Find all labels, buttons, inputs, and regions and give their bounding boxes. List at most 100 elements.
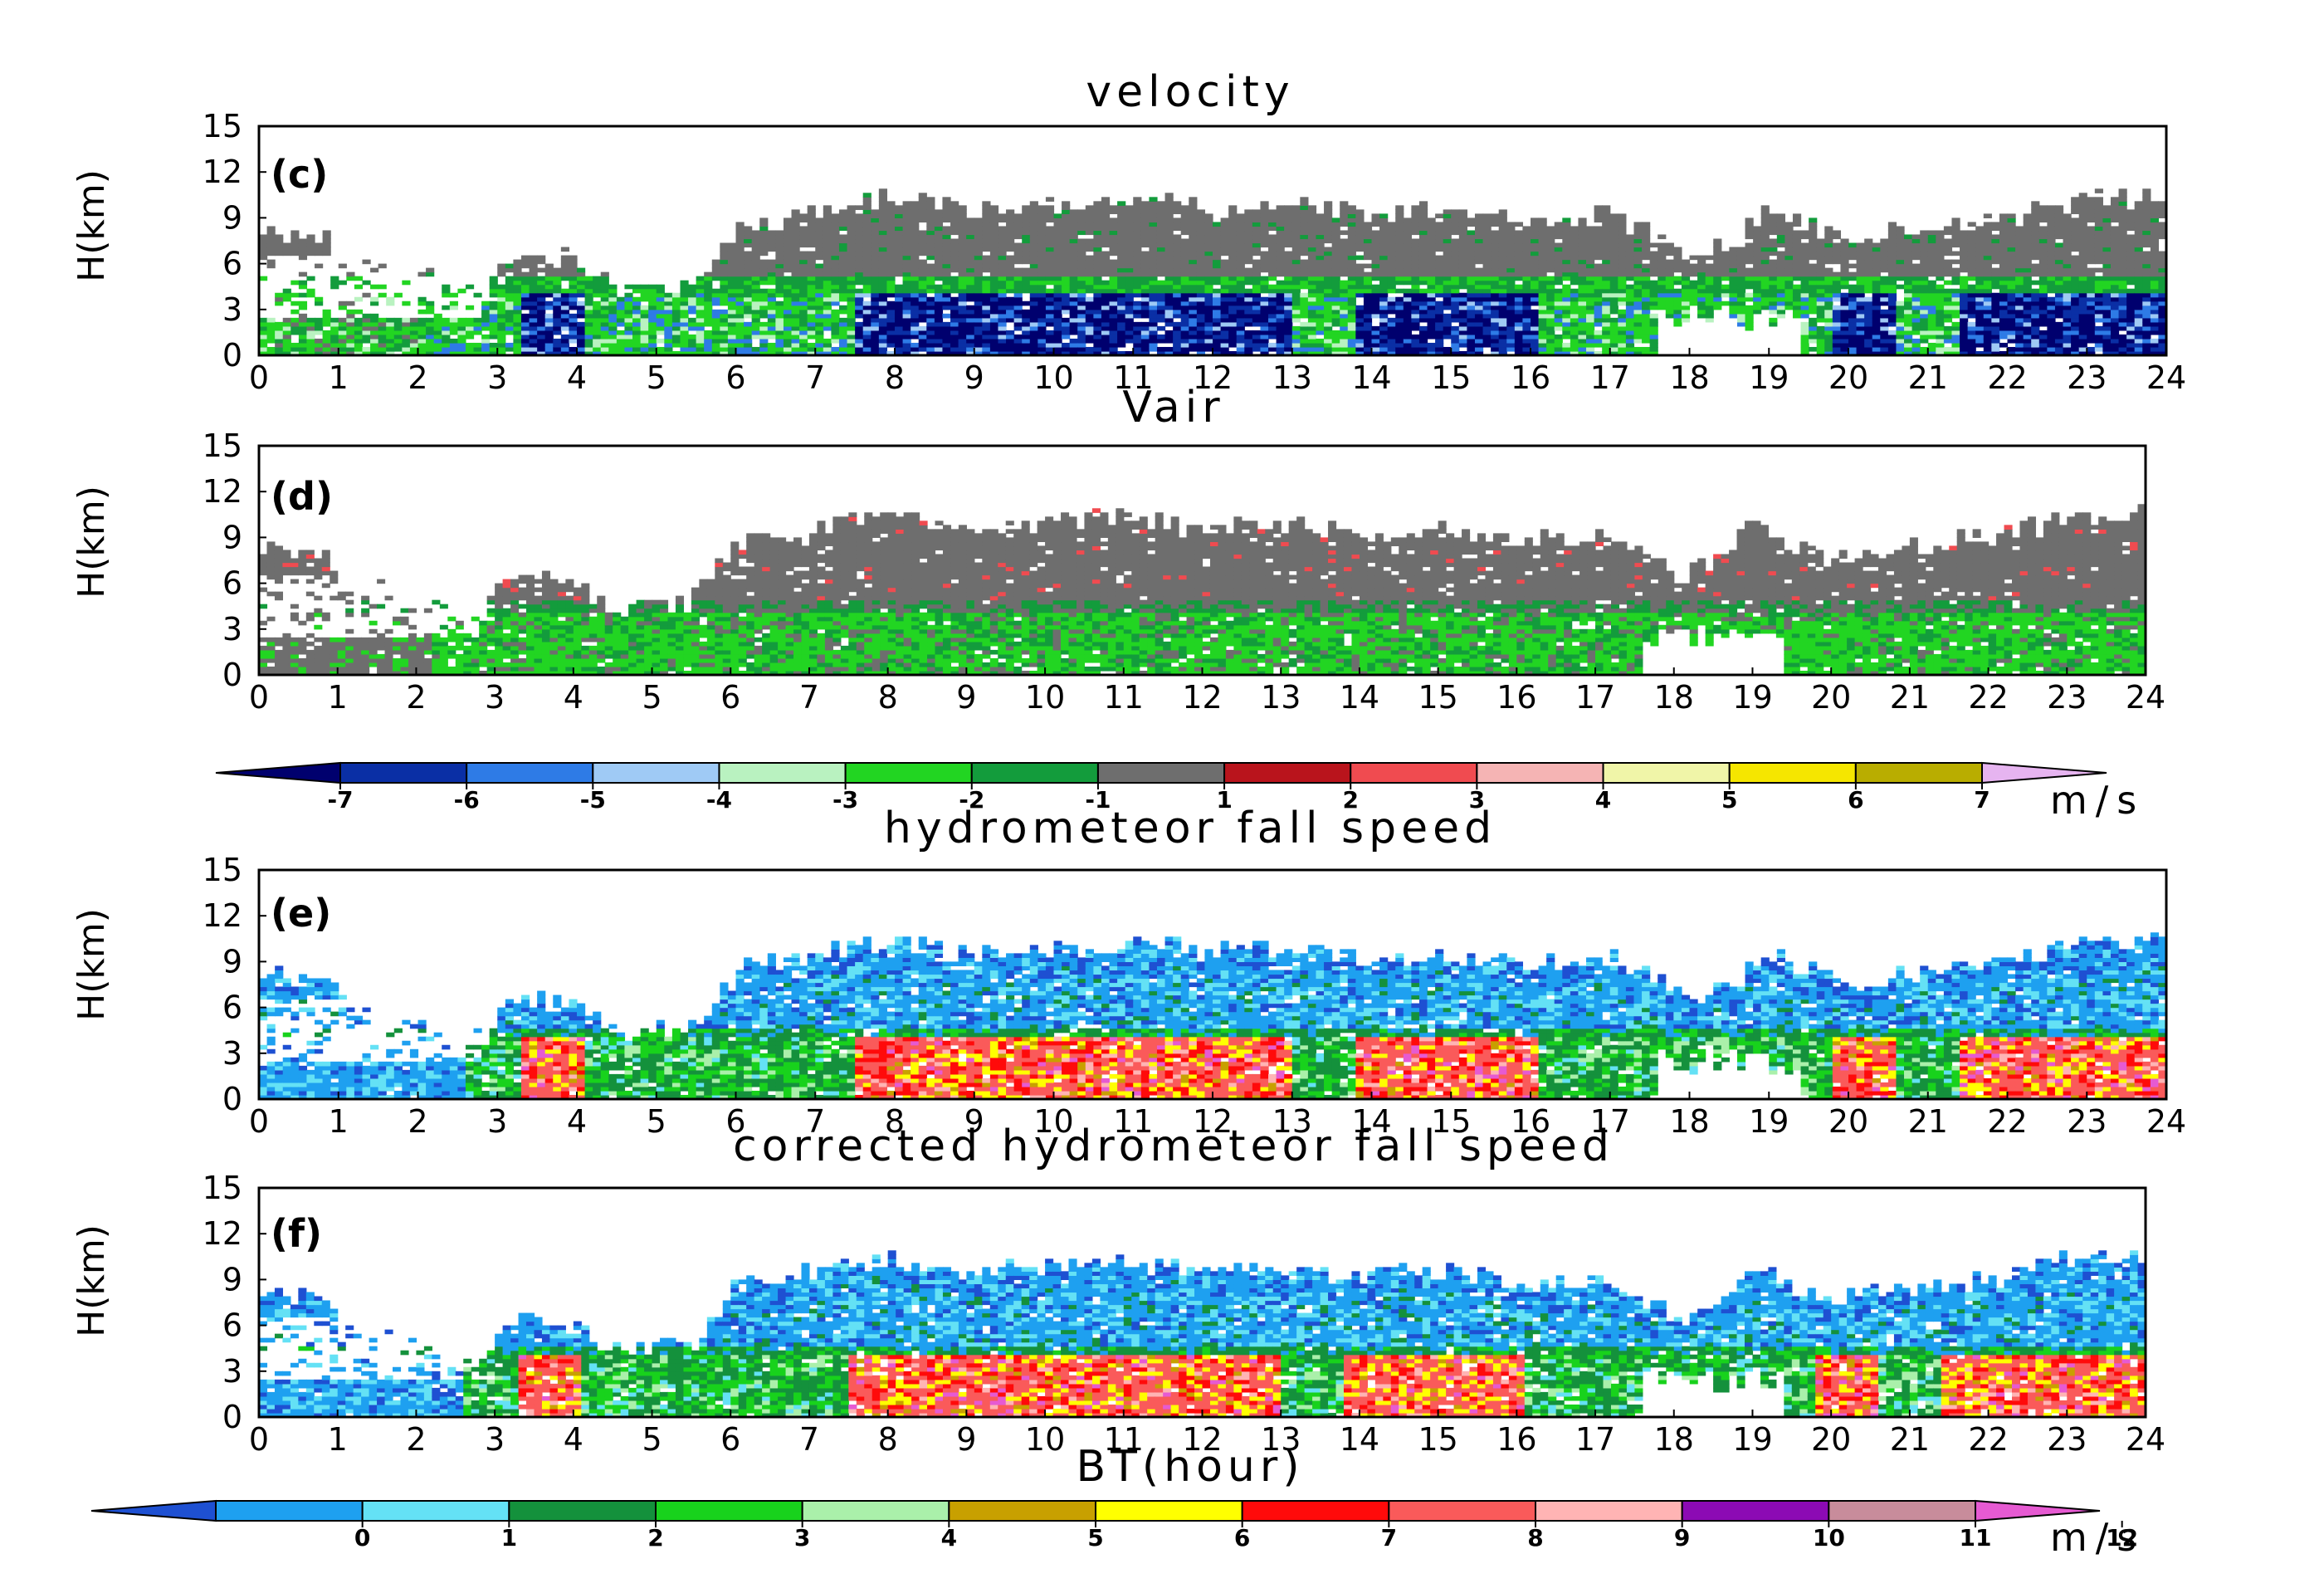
data-cell (1038, 222, 1047, 227)
data-cell (1618, 292, 1627, 298)
data-cell (823, 346, 832, 352)
data-cell (1458, 209, 1467, 214)
data-cell (918, 334, 927, 340)
data-cell (1340, 313, 1349, 319)
data-cell (1117, 342, 1126, 348)
data-cell (1180, 247, 1189, 252)
data-cell (823, 255, 832, 261)
data-cell (902, 338, 911, 344)
data-cell (1062, 234, 1071, 240)
data-cell (759, 342, 769, 348)
data-cell (656, 284, 665, 290)
data-cell (1395, 330, 1404, 335)
data-cell (871, 292, 880, 298)
data-cell (544, 317, 554, 323)
data-cell (1586, 271, 1595, 277)
data-cell (998, 313, 1007, 319)
data-cell (823, 325, 832, 331)
data-cell (259, 321, 268, 327)
data-cell (1164, 230, 1174, 236)
data-cell (1029, 259, 1038, 265)
data-cell (1236, 334, 1245, 340)
data-cell (489, 325, 498, 331)
data-cell (1173, 330, 1182, 335)
data-cell (895, 292, 904, 298)
data-cell (711, 313, 720, 319)
data-cell (632, 309, 642, 315)
data-cell (974, 301, 983, 306)
data-cell (982, 267, 991, 273)
data-cell (918, 330, 927, 335)
data-cell (1721, 288, 1730, 294)
data-cell (1093, 247, 1102, 252)
data-cell (1244, 296, 1253, 302)
data-cell (1236, 317, 1245, 323)
data-cell (1300, 296, 1309, 302)
data-cell (1379, 234, 1389, 240)
data-cell (489, 309, 498, 315)
data-cell (1387, 317, 1396, 323)
data-cell (878, 201, 888, 206)
data-cell (1164, 305, 1174, 310)
data-cell (862, 276, 872, 281)
data-cell (838, 217, 848, 223)
data-cell (1077, 259, 1086, 265)
data-cell (751, 276, 760, 281)
data-cell (1371, 292, 1380, 298)
data-cell (315, 296, 324, 302)
data-cell (791, 321, 800, 327)
data-cell (1482, 251, 1492, 257)
data-cell (1379, 238, 1389, 244)
data-cell (1164, 238, 1174, 244)
data-cell (1117, 209, 1126, 214)
data-cell (1474, 238, 1484, 244)
data-cell (577, 305, 586, 310)
data-cell (1371, 247, 1380, 252)
data-cell (1570, 325, 1579, 331)
data-cell (1482, 217, 1492, 223)
data-cell (871, 247, 880, 252)
data-cell (799, 284, 808, 290)
data-cell (322, 313, 331, 319)
data-cell (1379, 230, 1389, 236)
data-cell (544, 330, 554, 335)
data-cell (275, 338, 284, 344)
data-cell (775, 346, 784, 352)
data-cell (1665, 313, 1674, 319)
data-cell (1363, 263, 1373, 269)
data-cell (1602, 325, 1611, 331)
data-cell (513, 321, 522, 327)
data-cell (1252, 234, 1262, 240)
data-cell (266, 247, 276, 252)
data-cell (1395, 296, 1404, 302)
data-cell (735, 280, 745, 286)
data-cell (569, 284, 578, 290)
data-cell (807, 305, 816, 310)
data-cell (1736, 251, 1746, 257)
data-cell (1458, 321, 1467, 327)
data-cell (1418, 317, 1428, 323)
data-cell (1101, 197, 1111, 202)
data-cell (1077, 271, 1086, 277)
data-cell (1268, 309, 1277, 315)
data-cell (711, 350, 720, 355)
data-cell (1268, 342, 1277, 348)
data-cell (1379, 309, 1389, 315)
data-cell (735, 255, 745, 261)
data-cell (1252, 342, 1262, 348)
data-cell (1395, 338, 1404, 344)
data-cell (1642, 292, 1651, 298)
data-cell (1133, 330, 1142, 335)
data-cell (449, 342, 458, 348)
data-cell (1443, 209, 1452, 214)
data-cell (680, 301, 689, 306)
data-cell (855, 230, 864, 236)
data-cell (322, 346, 331, 352)
data-cell (1443, 296, 1452, 302)
data-cell (1204, 259, 1213, 265)
data-cell (402, 321, 411, 327)
data-cell (958, 280, 967, 286)
data-cell (1006, 263, 1015, 269)
data-cell (1204, 346, 1213, 352)
data-cell (862, 213, 872, 218)
